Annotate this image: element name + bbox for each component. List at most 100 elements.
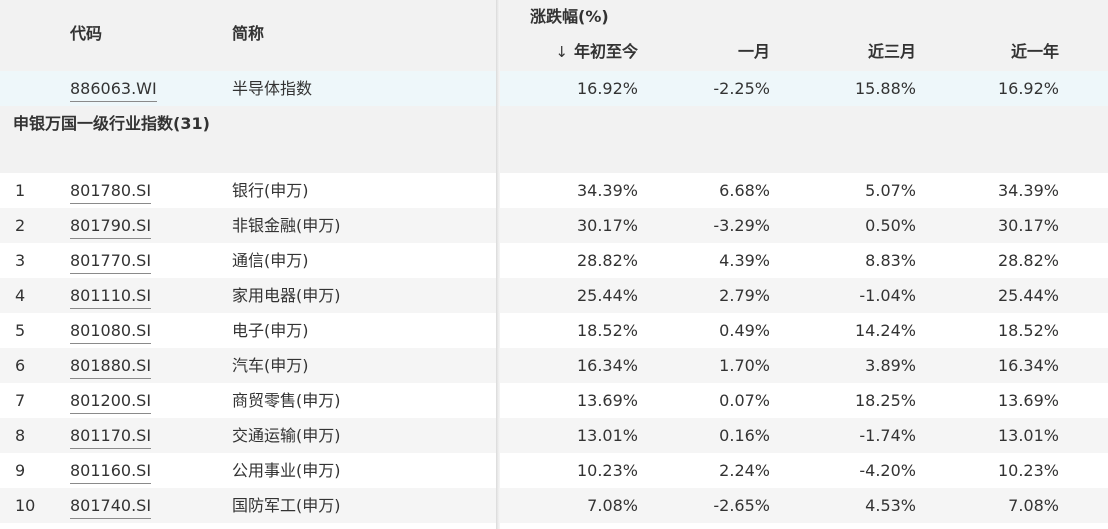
sort-down-icon: ↓ <box>555 43 568 61</box>
table-row[interactable]: 10 801740.SI 国防军工(申万) 7.08% -2.65% 4.53%… <box>0 488 1108 523</box>
row-index: 4 <box>15 286 26 305</box>
row-1m: 2.24% <box>719 461 770 480</box>
group-label: 申银万国一级行业指数(31) <box>13 114 210 133</box>
row-1m: 6.68% <box>719 181 770 200</box>
row-code-cell: 801880.SI <box>70 348 210 383</box>
header-1y[interactable]: 近一年 <box>1010 42 1059 61</box>
row-code-cell: 801790.SI <box>70 208 210 243</box>
row-code-link[interactable]: 801790.SI <box>70 216 152 239</box>
row-1m: -2.65% <box>713 496 770 515</box>
table-row[interactable]: 7 801200.SI 商贸零售(申万) 13.69% 0.07% 18.25%… <box>0 383 1108 418</box>
row-code-link[interactable]: 801080.SI <box>70 321 152 344</box>
row-1m: 0.07% <box>719 391 770 410</box>
row-1m: -3.29% <box>713 216 770 235</box>
header-code[interactable]: 代码 <box>70 24 103 43</box>
row-name: 国防军工(申万) <box>232 496 341 515</box>
table-row[interactable]: 8 801170.SI 交通运输(申万) 13.01% 0.16% -1.74%… <box>0 418 1108 453</box>
row-code-cell: 801770.SI <box>70 243 210 278</box>
row-1y: 25.44% <box>997 286 1059 305</box>
row-ytd: 16.34% <box>576 356 638 375</box>
row-1m: 1.70% <box>719 356 770 375</box>
header-name[interactable]: 简称 <box>232 24 265 43</box>
row-code-link[interactable]: 801740.SI <box>70 496 152 519</box>
table-row[interactable]: 3 801770.SI 通信(申万) 28.82% 4.39% 8.83% 28… <box>0 243 1108 278</box>
header-ytd[interactable]: ↓ 年初至今 <box>500 37 638 67</box>
row-3m: 5.07% <box>865 181 916 200</box>
table-header: 代码 简称 涨跌幅(%) ↓ 年初至今 一月 近三月 近一年 <box>0 0 1108 71</box>
row-name: 汽车(申万) <box>232 356 309 375</box>
table-row[interactable]: 9 801160.SI 公用事业(申万) 10.23% 2.24% -4.20%… <box>0 453 1108 488</box>
row-index: 8 <box>15 426 26 445</box>
highlight-1m: -2.25% <box>713 79 770 98</box>
highlight-code-cell: 886063.WI <box>70 71 210 106</box>
row-3m: 0.50% <box>865 216 916 235</box>
table-row[interactable]: 4 801110.SI 家用电器(申万) 25.44% 2.79% -1.04%… <box>0 278 1108 313</box>
highlight-3m: 15.88% <box>854 79 916 98</box>
row-ytd: 13.01% <box>576 426 638 445</box>
group-row[interactable]: 申银万国一级行业指数(31) <box>0 106 1108 173</box>
row-1y: 16.34% <box>997 356 1059 375</box>
row-3m: 14.24% <box>854 321 916 340</box>
row-name: 银行(申万) <box>232 181 309 200</box>
table-row[interactable]: 6 801880.SI 汽车(申万) 16.34% 1.70% 3.89% 16… <box>0 348 1108 383</box>
row-code-cell: 801110.SI <box>70 278 210 313</box>
row-1y: 28.82% <box>997 251 1059 270</box>
row-code-link[interactable]: 801200.SI <box>70 391 152 414</box>
row-index: 5 <box>15 321 26 340</box>
table-row[interactable]: 5 801080.SI 电子(申万) 18.52% 0.49% 14.24% 1… <box>0 313 1108 348</box>
row-index: 7 <box>15 391 26 410</box>
data-rows: 1 801780.SI 银行(申万) 34.39% 6.68% 5.07% 34… <box>0 173 1108 523</box>
row-1m: 0.16% <box>719 426 770 445</box>
row-ytd: 18.52% <box>576 321 638 340</box>
row-3m: -1.74% <box>859 426 916 445</box>
header-3m[interactable]: 近三月 <box>867 42 916 61</box>
column-divider <box>496 0 500 529</box>
row-name: 交通运输(申万) <box>232 426 341 445</box>
row-code-link[interactable]: 801880.SI <box>70 356 152 379</box>
row-ytd: 25.44% <box>576 286 638 305</box>
row-3m: -1.04% <box>859 286 916 305</box>
row-code-cell: 801080.SI <box>70 313 210 348</box>
row-1y: 13.69% <box>997 391 1059 410</box>
row-name: 非银金融(申万) <box>232 216 341 235</box>
row-code-cell: 801780.SI <box>70 173 210 208</box>
row-1y: 7.08% <box>1008 496 1059 515</box>
row-1y: 30.17% <box>997 216 1059 235</box>
row-index: 2 <box>15 216 26 235</box>
row-code-cell: 801740.SI <box>70 488 210 523</box>
header-change-group: 涨跌幅(%) <box>530 7 609 26</box>
row-1m: 4.39% <box>719 251 770 270</box>
row-index: 1 <box>15 181 26 200</box>
row-3m: 4.53% <box>865 496 916 515</box>
row-ytd: 7.08% <box>587 496 638 515</box>
row-code-cell: 801160.SI <box>70 453 210 488</box>
row-code-cell: 801170.SI <box>70 418 210 453</box>
highlight-row[interactable]: 886063.WI 半导体指数 16.92% -2.25% 15.88% 16.… <box>0 71 1108 106</box>
row-code-link[interactable]: 801170.SI <box>70 426 152 449</box>
row-ytd: 30.17% <box>576 216 638 235</box>
header-1m[interactable]: 一月 <box>737 42 770 61</box>
row-name: 公用事业(申万) <box>232 461 341 480</box>
row-1y: 10.23% <box>997 461 1059 480</box>
row-code-link[interactable]: 801160.SI <box>70 461 152 484</box>
row-3m: 8.83% <box>865 251 916 270</box>
row-code-cell: 801200.SI <box>70 383 210 418</box>
row-name: 商贸零售(申万) <box>232 391 341 410</box>
table-row[interactable]: 2 801790.SI 非银金融(申万) 30.17% -3.29% 0.50%… <box>0 208 1108 243</box>
row-ytd: 10.23% <box>576 461 638 480</box>
row-code-link[interactable]: 801110.SI <box>70 286 152 309</box>
row-1m: 2.79% <box>719 286 770 305</box>
row-index: 6 <box>15 356 26 375</box>
row-name: 通信(申万) <box>232 251 309 270</box>
highlight-code-link[interactable]: 886063.WI <box>70 79 157 102</box>
row-code-link[interactable]: 801780.SI <box>70 181 152 204</box>
row-index: 3 <box>15 251 26 270</box>
highlight-ytd: 16.92% <box>576 79 638 98</box>
table-row[interactable]: 1 801780.SI 银行(申万) 34.39% 6.68% 5.07% 34… <box>0 173 1108 208</box>
row-name: 电子(申万) <box>232 321 309 340</box>
row-code-link[interactable]: 801770.SI <box>70 251 152 274</box>
row-1y: 34.39% <box>997 181 1059 200</box>
row-name: 家用电器(申万) <box>232 286 341 305</box>
header-ytd-label: 年初至今 <box>573 42 638 61</box>
row-index: 9 <box>15 461 26 480</box>
